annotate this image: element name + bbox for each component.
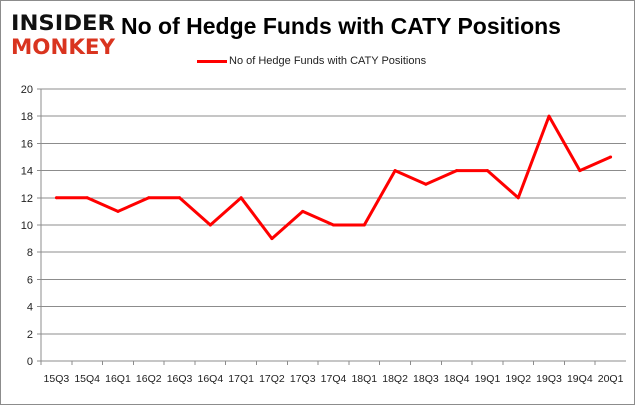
data-point — [208, 223, 212, 227]
x-tick-label: 16Q3 — [167, 373, 193, 385]
series-line — [56, 114, 612, 241]
y-tick-label: 18 — [21, 111, 33, 123]
data-point — [485, 169, 489, 173]
data-point — [332, 223, 335, 227]
y-tick-label: 2 — [27, 329, 33, 341]
data-point — [270, 237, 274, 241]
data-point — [178, 196, 182, 200]
y-tick-label: 4 — [27, 302, 33, 314]
data-point — [301, 209, 305, 213]
x-tick-label: 18Q1 — [351, 373, 377, 385]
data-point — [578, 169, 582, 173]
y-tick-label: 16 — [21, 138, 33, 150]
data-point — [516, 196, 520, 200]
insider-monkey-logo: INSIDER MONKEY — [11, 11, 116, 59]
legend-swatch — [197, 59, 227, 63]
data-point — [455, 169, 459, 173]
x-tick-label: 17Q3 — [290, 373, 316, 385]
y-tick-label: 8 — [27, 247, 33, 259]
y-tick-label: 20 — [21, 84, 33, 96]
y-tick-label: 14 — [21, 166, 33, 178]
x-tick-label: 18Q4 — [444, 373, 470, 385]
x-tick-label: 15Q4 — [74, 373, 100, 385]
x-tick-label: 15Q3 — [44, 373, 70, 385]
data-point — [393, 169, 397, 173]
y-tick-label: 10 — [21, 220, 33, 232]
x-tick-label: 18Q3 — [413, 373, 439, 385]
x-tick-label: 17Q1 — [228, 373, 254, 385]
x-tick-label: 20Q1 — [598, 373, 624, 385]
x-tick-label: 19Q4 — [567, 373, 593, 385]
x-tick-label: 19Q1 — [475, 373, 501, 385]
x-tick-label: 16Q1 — [105, 373, 131, 385]
data-point — [609, 155, 613, 159]
data-point — [424, 182, 428, 186]
x-tick-label: 18Q2 — [382, 373, 408, 385]
data-point — [85, 196, 89, 200]
x-tick-label: 17Q2 — [259, 373, 285, 385]
legend: No of Hedge Funds with CATY Positions — [197, 55, 426, 67]
y-tick-label: 6 — [27, 274, 33, 286]
data-point — [147, 196, 151, 200]
data-point — [362, 223, 366, 227]
chart-title: No of Hedge Funds with CATY Positions — [121, 13, 561, 39]
data-point — [54, 196, 58, 200]
x-tick-label: 16Q4 — [197, 373, 223, 385]
data-point — [547, 114, 551, 118]
x-tick-label: 17Q4 — [321, 373, 347, 385]
svg-text:INSIDER: INSIDER — [11, 11, 115, 35]
x-tick-label: 16Q2 — [136, 373, 162, 385]
svg-text:MONKEY: MONKEY — [11, 35, 116, 59]
data-point — [116, 209, 120, 213]
y-tick-label: 0 — [27, 356, 33, 368]
legend-label: No of Hedge Funds with CATY Positions — [229, 55, 427, 67]
y-tick-label: 12 — [21, 193, 33, 205]
x-tick-label: 19Q2 — [505, 373, 531, 385]
x-tick-label: 19Q3 — [536, 373, 562, 385]
data-point — [239, 196, 243, 200]
